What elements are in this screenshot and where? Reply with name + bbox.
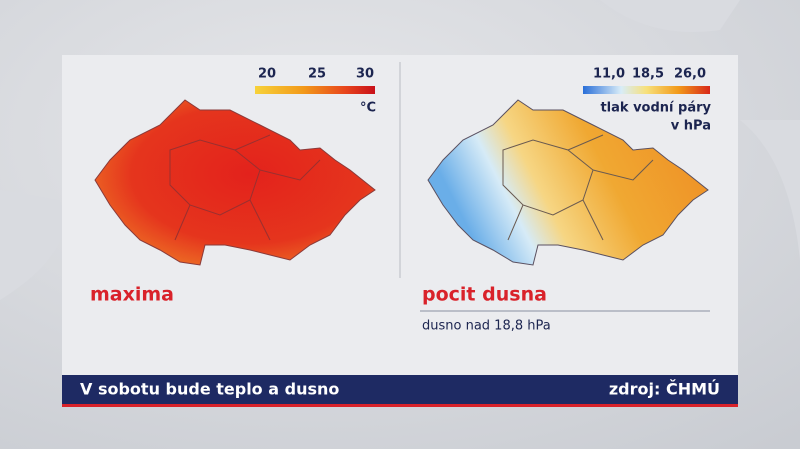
region-borders	[502, 134, 654, 241]
legend-tick: 26,0	[674, 67, 706, 82]
legend-tick: 20	[258, 67, 276, 82]
headline: V sobotu bude teplo a dusno	[80, 380, 339, 399]
footer-bar	[62, 375, 738, 404]
legend-tick: 11,0	[593, 67, 625, 82]
color-bar	[255, 86, 375, 94]
panel-note: dusno nad 18,8 hPa	[422, 319, 551, 334]
panel-title: pocit dusna	[422, 284, 547, 306]
legend-unit: °C	[360, 101, 376, 116]
humidity-map-group	[427, 99, 709, 266]
region-borders	[169, 134, 321, 241]
source: zdroj: ČHMÚ	[609, 380, 720, 399]
legend-tick: 30	[356, 67, 374, 82]
legend-tick: 18,5	[632, 67, 664, 82]
panel-title: maxima	[90, 284, 174, 306]
legend-unit: tlak vodní páry	[600, 101, 711, 116]
background-shapes	[0, 0, 800, 300]
footer-stripe	[62, 404, 738, 407]
legend-unit: v hPa	[671, 119, 711, 134]
legend-tick: 25	[308, 67, 326, 82]
color-bar	[583, 86, 710, 94]
